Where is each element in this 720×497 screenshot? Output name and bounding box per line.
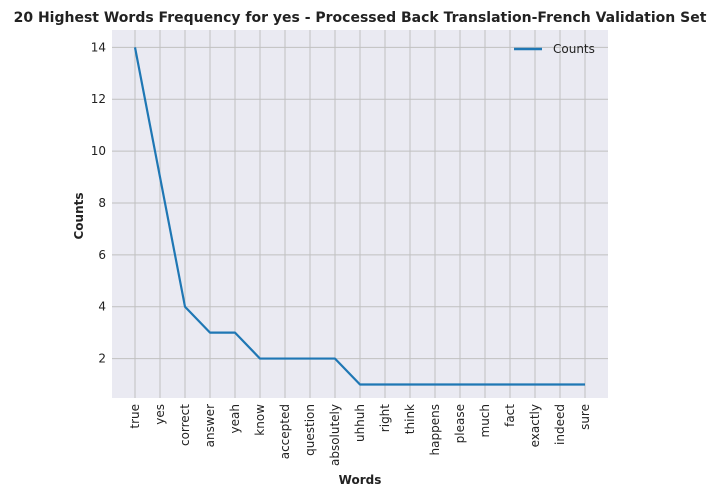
- x-tick-label: fact: [503, 404, 517, 427]
- x-tick-label: uhhuh: [353, 404, 367, 442]
- series-line-counts: [133, 47, 585, 386]
- y-tick-label: 8: [98, 196, 106, 210]
- y-tick-label: 14: [91, 40, 106, 54]
- y-tick-label: 2: [98, 352, 106, 366]
- y-tick-label: 12: [91, 92, 106, 106]
- legend-label-counts: Counts: [553, 42, 595, 56]
- x-tick-label: indeed: [553, 404, 567, 445]
- x-tick-label: absolutely: [328, 404, 342, 466]
- x-tick-label: true: [128, 404, 142, 429]
- x-tick-label: much: [478, 404, 492, 438]
- x-axis-label: Words: [339, 473, 382, 487]
- grid: [112, 30, 608, 398]
- y-axis-label: Counts: [72, 192, 86, 239]
- y-tick-label: 6: [98, 248, 106, 262]
- x-tick-label: question: [303, 404, 317, 456]
- x-tick-label: think: [403, 404, 417, 434]
- x-tick-label: yes: [153, 404, 167, 425]
- y-tick-label: 10: [91, 144, 106, 158]
- x-tick-label: right: [378, 404, 392, 432]
- x-axis-ticks: true yes correct answer yeah know accepted ques…: [128, 404, 592, 466]
- x-tick-label: answer: [203, 404, 217, 447]
- x-tick-label: yeah: [228, 404, 242, 433]
- x-tick-label: please: [453, 404, 467, 443]
- y-axis-ticks: 2 4 6 8 10 12 14: [91, 40, 106, 365]
- x-tick-label: sure: [578, 404, 592, 430]
- x-tick-label: know: [253, 404, 267, 436]
- series: [133, 47, 585, 386]
- x-tick-label: correct: [178, 404, 192, 446]
- y-tick-label: 4: [98, 300, 106, 314]
- chart-title: 20 Highest Words Frequency for yes - Pro…: [14, 10, 707, 26]
- x-tick-label: exactly: [528, 404, 542, 447]
- x-tick-label: happens: [428, 404, 442, 455]
- legend: Counts: [514, 42, 595, 56]
- x-tick-label: accepted: [278, 404, 292, 459]
